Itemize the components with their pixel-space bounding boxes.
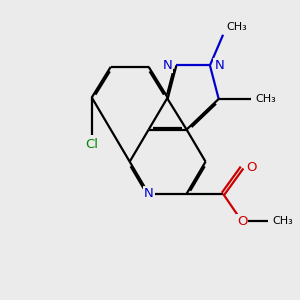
- Text: N: N: [144, 187, 154, 200]
- Text: CH₃: CH₃: [255, 94, 276, 104]
- Text: N: N: [162, 59, 172, 72]
- Text: Cl: Cl: [85, 138, 98, 151]
- Text: O: O: [237, 215, 247, 228]
- Text: N: N: [214, 59, 224, 72]
- Text: O: O: [246, 161, 257, 174]
- Text: CH₃: CH₃: [226, 22, 247, 32]
- Text: CH₃: CH₃: [273, 217, 293, 226]
